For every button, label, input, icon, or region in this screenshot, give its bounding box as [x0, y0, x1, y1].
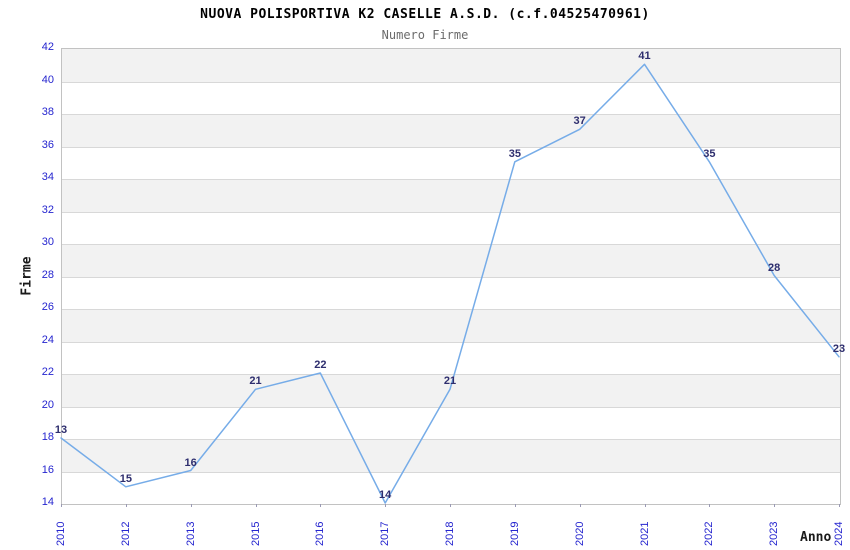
- y-tick-label: 36: [41, 138, 54, 151]
- gridline: [62, 471, 840, 473]
- x-tick-mark: [255, 504, 257, 507]
- data-point-label: 21: [443, 375, 457, 388]
- x-tick-label: 2010: [55, 521, 67, 546]
- y-tick-label: 26: [41, 301, 54, 313]
- gridline: [62, 146, 840, 148]
- x-tick-mark: [320, 504, 322, 507]
- data-point-label: 28: [768, 261, 781, 274]
- x-tick-mark: [579, 504, 581, 507]
- plot-band: [62, 471, 840, 504]
- x-tick-label: 2016: [314, 521, 327, 546]
- x-tick-label: 2013: [184, 521, 197, 546]
- x-tick-label: 2024: [833, 521, 845, 546]
- plot-band: [62, 406, 840, 439]
- y-tick-label: 38: [41, 106, 54, 118]
- y-tick-label: 16: [41, 463, 54, 476]
- x-tick-mark: [190, 504, 192, 507]
- gridline: [62, 439, 840, 440]
- gridline: [62, 276, 840, 278]
- plot-band: [62, 146, 840, 179]
- data-point-label: 22: [314, 359, 327, 371]
- x-tick-label: 2020: [573, 521, 586, 546]
- y-tick-label: 42: [41, 41, 54, 53]
- gridline: [62, 341, 840, 343]
- gridline: [62, 244, 840, 245]
- gridline: [62, 179, 840, 180]
- x-tick-label: 2022: [703, 521, 716, 546]
- data-point-label: 13: [54, 424, 68, 436]
- plot-band: [62, 81, 840, 114]
- x-tick-label: 2023: [768, 521, 781, 546]
- y-tick-label: 32: [41, 203, 54, 216]
- plot-band: [62, 341, 840, 374]
- plot-band: [62, 211, 840, 244]
- chart-title: NUOVA POLISPORTIVA K2 CASELLE A.S.D. (c.…: [200, 7, 650, 22]
- plot-area: [61, 48, 841, 505]
- x-tick-mark: [385, 504, 387, 507]
- data-point-label: 16: [184, 456, 197, 469]
- gridline: [62, 114, 840, 115]
- y-tick-label: 34: [41, 171, 54, 183]
- y-tick-label: 24: [41, 333, 54, 346]
- y-tick-label: 18: [41, 431, 54, 443]
- data-point-label: 37: [573, 115, 586, 128]
- plot-band: [62, 439, 840, 472]
- x-tick-label: 2019: [508, 521, 521, 546]
- data-point-label: 35: [508, 147, 521, 160]
- chart-subtitle: Numero Firme: [381, 28, 469, 42]
- data-point-label: 23: [832, 342, 846, 355]
- x-tick-label: 2018: [444, 521, 456, 546]
- gridline: [62, 211, 840, 213]
- data-point-label: 15: [119, 472, 132, 485]
- plot-band: [62, 244, 840, 277]
- y-tick-label: 14: [41, 496, 54, 508]
- y-tick-label: 30: [41, 236, 54, 248]
- x-tick-mark: [450, 504, 451, 507]
- y-tick-label: 22: [41, 366, 54, 378]
- x-axis-title: Anno: [800, 530, 832, 545]
- data-point-label: 21: [249, 375, 262, 388]
- data-point-label: 35: [703, 147, 716, 160]
- data-point-label: 41: [638, 50, 651, 63]
- x-tick-mark: [774, 504, 776, 507]
- plot-band: [62, 179, 840, 212]
- plot-band: [62, 276, 840, 309]
- data-point-label: 14: [379, 489, 392, 501]
- gridline: [62, 406, 840, 408]
- plot-band: [62, 49, 840, 82]
- y-tick-label: 20: [41, 398, 54, 411]
- plot-band: [62, 309, 840, 342]
- plot-band: [62, 114, 840, 147]
- y-tick-label: 40: [41, 73, 54, 86]
- x-tick-label: 2012: [119, 521, 132, 546]
- x-tick-mark: [61, 504, 62, 507]
- gridline: [62, 81, 840, 83]
- x-tick-mark: [709, 504, 711, 507]
- y-tick-label: 28: [41, 268, 54, 281]
- x-tick-label: 2015: [249, 521, 262, 546]
- x-tick-mark: [644, 504, 646, 507]
- x-tick-mark: [514, 504, 516, 507]
- gridline: [62, 309, 840, 310]
- x-tick-label: 2021: [638, 521, 651, 546]
- x-tick-mark: [125, 504, 127, 507]
- x-tick-label: 2017: [379, 521, 392, 546]
- x-tick-mark: [839, 504, 840, 507]
